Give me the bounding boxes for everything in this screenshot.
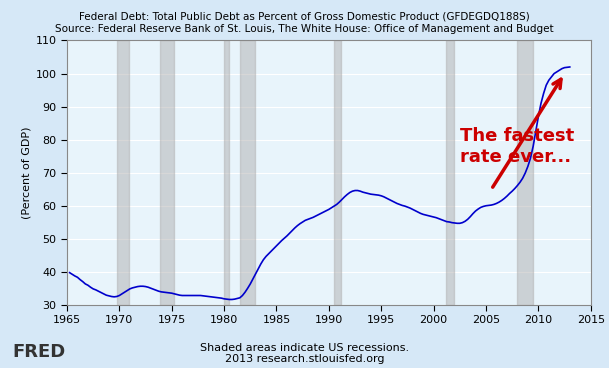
- Bar: [516, 40, 533, 305]
- Text: Federal Debt: Total Public Debt as Percent of Gross Domestic Product (GFDEGDQ188: Federal Debt: Total Public Debt as Perce…: [79, 11, 530, 21]
- Text: The fastest
rate ever...: The fastest rate ever...: [460, 127, 574, 166]
- Bar: [117, 40, 129, 305]
- Text: Source: Federal Reserve Bank of St. Louis, The White House: Office of Management: Source: Federal Reserve Bank of St. Loui…: [55, 24, 554, 34]
- Bar: [334, 40, 341, 305]
- Bar: [446, 40, 454, 305]
- Bar: [160, 40, 174, 305]
- Bar: [240, 40, 255, 305]
- Text: FRED: FRED: [12, 343, 65, 361]
- Text: Shaded areas indicate US recessions.: Shaded areas indicate US recessions.: [200, 343, 409, 353]
- Y-axis label: (Percent of GDP): (Percent of GDP): [21, 127, 32, 219]
- Text: 2013 research.stlouisfed.org: 2013 research.stlouisfed.org: [225, 354, 384, 364]
- Bar: [224, 40, 230, 305]
